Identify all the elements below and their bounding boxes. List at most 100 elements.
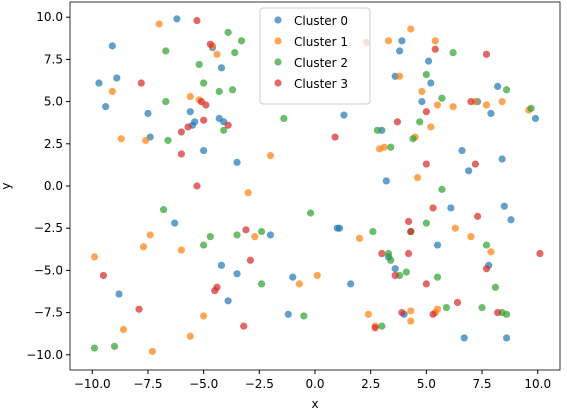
point — [407, 25, 415, 33]
point — [407, 227, 415, 236]
point — [396, 47, 404, 55]
point — [171, 219, 179, 227]
point — [200, 241, 208, 249]
point — [193, 182, 201, 190]
point — [449, 49, 457, 57]
y-tick-label: −7.5 — [34, 306, 63, 320]
point — [422, 108, 430, 116]
point — [340, 111, 348, 119]
point — [347, 280, 355, 288]
point — [498, 97, 506, 106]
point — [500, 202, 508, 210]
x-axis-label: x — [311, 397, 318, 410]
point — [384, 37, 393, 45]
point — [427, 123, 435, 131]
point — [266, 231, 275, 239]
point — [449, 103, 457, 111]
point — [536, 249, 544, 258]
point — [233, 231, 241, 239]
point — [242, 226, 250, 234]
x-tick-label: 5.0 — [417, 377, 436, 391]
point — [200, 79, 208, 87]
point — [369, 227, 377, 236]
point — [146, 231, 154, 239]
legend-marker — [274, 37, 282, 45]
point — [202, 101, 210, 109]
point — [162, 47, 170, 55]
point — [284, 310, 292, 318]
point — [467, 97, 475, 106]
point — [155, 20, 163, 28]
x-tick-label: −2.5 — [245, 377, 274, 391]
point — [527, 104, 535, 112]
point — [458, 146, 466, 155]
point — [200, 312, 208, 320]
point — [465, 167, 473, 175]
point — [371, 324, 379, 332]
point — [195, 60, 203, 69]
point — [431, 45, 439, 53]
point — [102, 103, 110, 111]
point — [387, 143, 395, 151]
point — [211, 287, 219, 295]
point — [404, 217, 413, 226]
point — [224, 121, 232, 129]
point — [186, 332, 194, 340]
point — [438, 185, 446, 193]
point — [364, 310, 373, 318]
y-tick-label: 0.0 — [44, 179, 63, 193]
point — [507, 216, 515, 224]
point — [487, 248, 495, 256]
point — [482, 265, 491, 273]
point — [442, 303, 451, 312]
y-tick-label: −2.5 — [34, 221, 63, 235]
point — [224, 28, 232, 36]
point — [251, 233, 259, 241]
point — [313, 271, 321, 280]
point — [90, 344, 99, 352]
point — [144, 109, 152, 118]
point — [200, 116, 208, 124]
point — [413, 173, 422, 182]
point — [115, 290, 123, 298]
point — [409, 135, 417, 143]
legend-label: Cluster 0 — [294, 14, 348, 28]
legend-label: Cluster 3 — [294, 77, 348, 91]
point — [108, 87, 116, 96]
legend-marker — [274, 16, 282, 24]
x-tick-label: 7.5 — [472, 377, 491, 391]
point — [237, 37, 246, 45]
point — [433, 241, 442, 249]
point — [162, 97, 170, 106]
legend-marker — [274, 58, 282, 66]
point — [186, 92, 194, 101]
point — [491, 283, 500, 291]
point — [407, 317, 415, 325]
x-tick-label: −7.5 — [133, 377, 162, 391]
point — [306, 209, 315, 217]
point — [224, 297, 232, 305]
point — [393, 118, 402, 126]
point — [431, 37, 439, 45]
legend: Cluster 0 Cluster 1 Cluster 2 Cluster 3 — [259, 7, 371, 105]
x-tick-label: 2.5 — [361, 377, 380, 391]
point — [244, 189, 252, 197]
point — [482, 241, 491, 249]
point — [498, 155, 506, 163]
point — [433, 101, 442, 109]
point — [373, 126, 381, 134]
x-tick-label: 0.0 — [305, 377, 324, 391]
point — [531, 114, 540, 123]
point — [177, 246, 185, 254]
point — [90, 253, 99, 261]
point — [137, 79, 145, 87]
point — [422, 70, 430, 79]
point — [119, 325, 128, 334]
point — [257, 280, 266, 288]
point — [280, 114, 288, 123]
point — [257, 227, 266, 236]
point — [193, 16, 201, 25]
point — [380, 143, 388, 151]
point — [453, 298, 462, 307]
point — [331, 133, 339, 141]
